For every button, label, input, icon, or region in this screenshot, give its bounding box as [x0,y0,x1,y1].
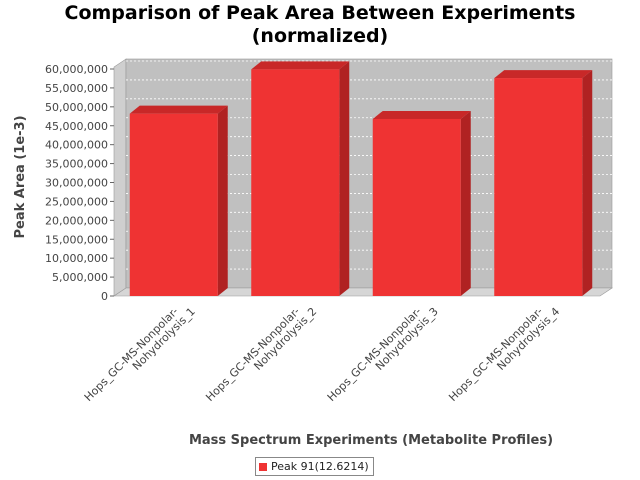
y-tick-label: 45,000,000 [45,120,108,133]
bar-face [129,113,218,296]
y-tick-label: 10,000,000 [45,252,108,265]
plot-left-wall [113,58,127,297]
y-axis-ticks: 0 5,000,000 10,000,000 15,000,000 20,000,000… [45,63,114,303]
legend-label: Peak 91(12.6214) [271,460,369,473]
x-tick-label: Hops_GC-MS-Nonpolar-Nohydrolysis_3 [325,296,441,412]
bar-side [460,110,471,296]
y-tick-label: 60,000,000 [45,63,108,76]
bar [251,61,350,297]
chart-title-line-1: Comparison of Peak Area Between Experime… [64,2,576,24]
legend-swatch [259,462,267,471]
y-tick-label: 25,000,000 [45,195,108,208]
bar-side [217,105,228,296]
bar-face [494,78,583,296]
x-axis-label: Mass Spectrum Experiments (Metabolite Pr… [189,433,553,448]
y-tick-label: 40,000,000 [45,139,108,152]
bar-side [582,70,593,296]
y-tick-label: 20,000,000 [45,214,108,227]
chart-title: Comparison of Peak Area Between Experime… [0,2,640,48]
x-axis-categories: Hops_GC-MS-Nonpolar-Nohydrolysis_1 Hops_G… [82,296,563,412]
bar-face [372,118,461,296]
x-tick-label: Hops_GC-MS-Nonpolar-Nohydrolysis_2 [203,296,319,412]
y-tick-label: 50,000,000 [45,101,108,114]
bar [494,70,593,296]
bars [129,61,593,297]
bar [129,105,228,296]
y-tick-label: 30,000,000 [45,177,108,190]
legend: Peak 91(12.6214) [255,457,374,476]
bar-side [339,61,350,297]
chart-title-line-2: (normalized) [251,25,389,47]
bar-top [251,61,350,70]
bar-top [494,70,593,79]
y-tick-label: 0 [101,290,108,303]
y-tick-label: 55,000,000 [45,82,108,95]
bar-face [251,69,340,297]
y-axis-label: Peak Area (1e-3) [13,115,28,238]
bar [372,110,471,296]
y-tick-label: 15,000,000 [45,233,108,246]
y-tick-label: 5,000,000 [52,271,108,284]
bar-top [129,105,228,114]
bar-top [372,110,471,119]
y-tick-label: 35,000,000 [45,158,108,171]
x-tick-label: Hops_GC-MS-Nonpolar-Nohydrolysis_4 [446,296,562,412]
x-tick-label: Hops_GC-MS-Nonpolar-Nohydrolysis_1 [82,296,198,412]
